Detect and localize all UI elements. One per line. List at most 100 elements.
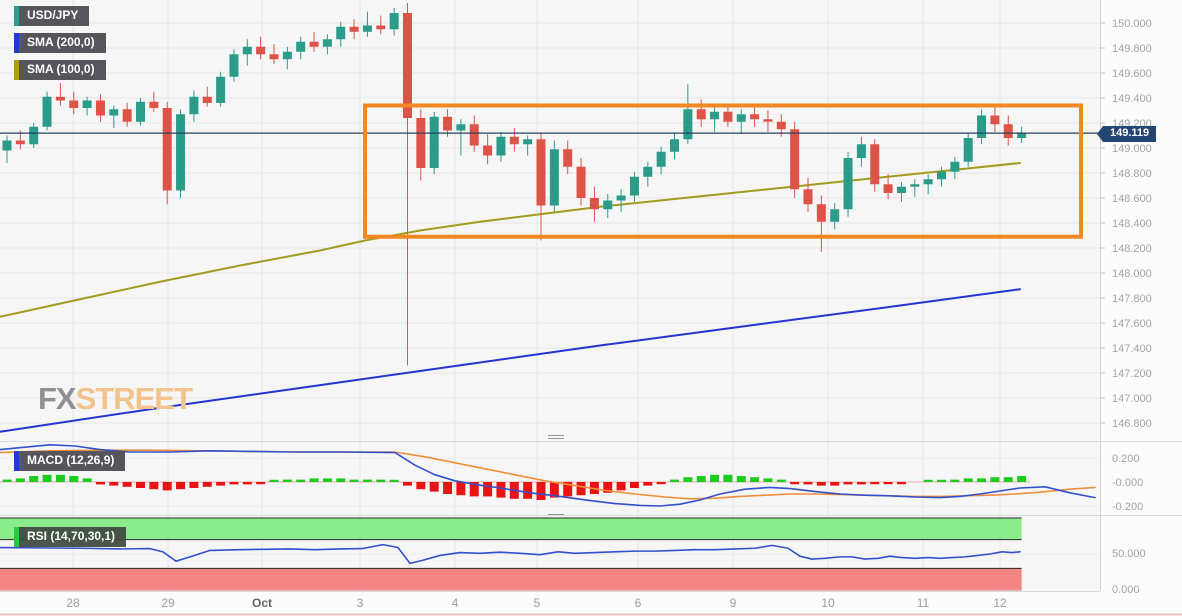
candle-body bbox=[496, 136, 506, 156]
macd-histogram-bar bbox=[189, 482, 199, 488]
candle-body bbox=[870, 144, 880, 185]
fxstreet-logo: FXSTREET bbox=[38, 381, 193, 416]
panel-resize-handle-macd[interactable] bbox=[548, 433, 564, 440]
price-tick-label: 147.400 bbox=[1112, 343, 1152, 355]
macd-histogram-bar bbox=[15, 478, 25, 482]
sma200-indicator-badge[interactable]: SMA (200,0) bbox=[14, 33, 106, 53]
macd-histogram-bar bbox=[403, 482, 412, 486]
macd-histogram-bar bbox=[269, 479, 279, 482]
macd-histogram-bar bbox=[763, 478, 773, 482]
candle-body bbox=[336, 26, 346, 40]
candle-body bbox=[69, 100, 79, 108]
candle-body bbox=[910, 184, 920, 187]
x-axis-label: 6 bbox=[635, 596, 642, 610]
symbol-badge[interactable]: USD/JPY bbox=[14, 6, 90, 26]
candle-body bbox=[216, 76, 226, 103]
macd-histogram-bar bbox=[256, 482, 266, 485]
macd-histogram-bar bbox=[469, 482, 479, 497]
x-axis-label: 12 bbox=[993, 596, 1007, 610]
macd-histogram-bar bbox=[136, 482, 145, 488]
price-tick-label: 147.200 bbox=[1112, 368, 1152, 380]
candle-body bbox=[776, 121, 786, 130]
price-tick-label: 147.000 bbox=[1112, 393, 1152, 405]
macd-histogram-bar bbox=[830, 482, 840, 486]
highlight-rectangle bbox=[363, 103, 1083, 239]
macd-histogram-bar bbox=[856, 482, 866, 485]
macd-histogram-bar bbox=[1003, 477, 1013, 482]
macd-histogram-bar bbox=[349, 479, 359, 482]
candle-body bbox=[456, 124, 466, 131]
fxstreet-logo-fx: FX bbox=[38, 381, 77, 416]
price-tick-label: 148.000 bbox=[1112, 268, 1152, 280]
candle-body bbox=[376, 25, 386, 30]
candle-body bbox=[710, 111, 720, 120]
candle-body bbox=[937, 171, 946, 180]
macd-histogram-bar bbox=[443, 482, 453, 494]
candle-body bbox=[923, 179, 933, 185]
candle-body bbox=[349, 26, 359, 32]
candle-body bbox=[1017, 133, 1027, 138]
candle-body bbox=[643, 166, 653, 177]
candles bbox=[2, 3, 1027, 366]
sma100-indicator-badge[interactable]: SMA (100,0) bbox=[14, 60, 106, 80]
candle-body bbox=[723, 111, 733, 122]
macd-histogram-bar bbox=[670, 479, 679, 482]
candle-body bbox=[29, 126, 39, 145]
x-axis-label: 28 bbox=[66, 596, 80, 610]
candle-body bbox=[616, 195, 626, 201]
candle-body bbox=[15, 140, 25, 145]
price-tick-label: 146.800 bbox=[1112, 418, 1152, 430]
macd-histogram-bar bbox=[336, 478, 346, 482]
macd-indicator-badge[interactable]: MACD (12,26,9) bbox=[14, 451, 126, 471]
macd-histogram-bar bbox=[536, 482, 546, 500]
price-tick-label: 149.000 bbox=[1112, 143, 1152, 155]
candle-body bbox=[322, 39, 332, 47]
sma200-line bbox=[0, 288, 1021, 433]
candle-body bbox=[296, 41, 306, 52]
macd-histogram-bar bbox=[229, 482, 239, 485]
macd-histogram-bar bbox=[496, 482, 506, 498]
candle-body bbox=[670, 139, 679, 152]
candle-body bbox=[429, 116, 439, 168]
candle-body bbox=[242, 46, 252, 55]
macd-histogram-bar bbox=[603, 482, 613, 493]
candle-body bbox=[256, 46, 266, 55]
macd-histogram-bar bbox=[883, 482, 893, 485]
candle-body bbox=[416, 118, 426, 168]
price-tick-label: 148.400 bbox=[1112, 218, 1152, 230]
macd-histogram-bar bbox=[162, 482, 172, 491]
macd-tick-label: -0.000 bbox=[1112, 477, 1143, 489]
candle-body bbox=[990, 115, 1000, 125]
panel-resize-handle-rsi[interactable] bbox=[548, 512, 564, 519]
macd-histogram-bar bbox=[109, 482, 119, 486]
candle-body bbox=[736, 114, 746, 122]
price-tick-label: 147.800 bbox=[1112, 293, 1152, 305]
candle-body bbox=[282, 51, 292, 60]
macd-histogram-bar bbox=[176, 482, 186, 490]
candle-body bbox=[309, 41, 319, 47]
price-gridlines bbox=[0, 22, 1105, 424]
candle-body bbox=[202, 96, 212, 103]
macd-histogram-bar bbox=[483, 482, 493, 497]
candle-body bbox=[523, 139, 533, 145]
fxstreet-logo-street: STREET bbox=[75, 381, 193, 416]
macd-histogram-bar bbox=[977, 478, 987, 482]
candle-body bbox=[896, 186, 906, 193]
rsi-tick-label: 50.000 bbox=[1112, 548, 1146, 560]
x-axis-label: 4 bbox=[452, 596, 459, 610]
candle-body bbox=[883, 184, 893, 193]
macd-histogram-bar bbox=[216, 482, 226, 486]
macd-histogram-bar bbox=[416, 482, 426, 490]
candle-body bbox=[389, 13, 399, 30]
candle-body bbox=[176, 114, 186, 191]
candle-body bbox=[403, 13, 412, 118]
rsi-indicator-badge[interactable]: RSI (14,70,30,1) bbox=[14, 527, 127, 547]
macd-histogram-bar bbox=[643, 482, 653, 486]
macd-histogram-bar bbox=[1017, 476, 1027, 482]
macd-histogram-bar bbox=[362, 479, 372, 482]
price-tick-label: 149.400 bbox=[1112, 93, 1152, 105]
macd-histogram-bar bbox=[456, 482, 466, 496]
rsi-line bbox=[0, 543, 1021, 565]
candle-body bbox=[549, 149, 559, 206]
